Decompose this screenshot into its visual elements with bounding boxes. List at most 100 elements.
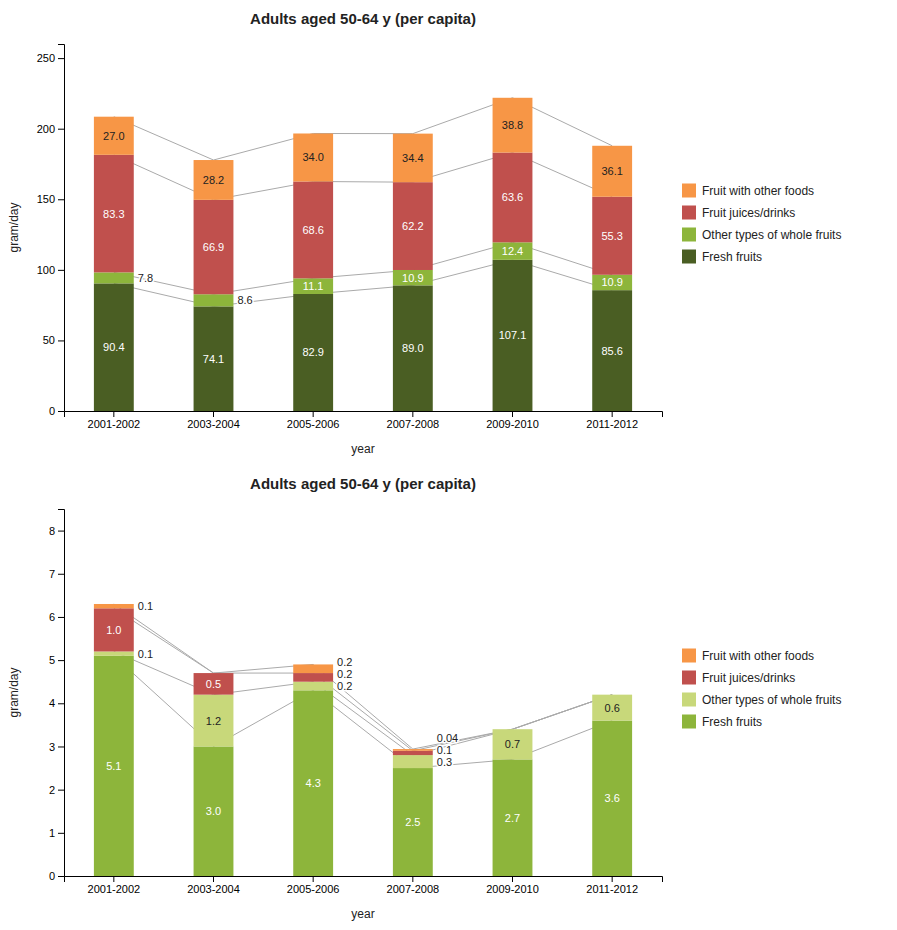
- legend-label: Fruit with other foods: [702, 649, 814, 663]
- marks: [94, 604, 632, 876]
- bar: [94, 608, 134, 651]
- data-label: 0.2: [337, 656, 352, 668]
- tick-mark: [58, 199, 64, 200]
- legend-swatch: [682, 693, 696, 707]
- y-tick: 100: [37, 264, 64, 276]
- tick-label: 4: [49, 697, 55, 709]
- bar: [293, 133, 333, 181]
- tick-label: 250: [37, 52, 55, 64]
- tick-label: 7: [49, 568, 55, 580]
- y-tick: 7: [49, 568, 64, 580]
- legend-swatch: [682, 649, 696, 663]
- tick-label: 200: [37, 123, 55, 135]
- data-label: 3.6: [605, 792, 620, 804]
- bar: [94, 651, 134, 655]
- legend-swatch: [682, 250, 696, 264]
- tick-label: 2009-2010: [486, 418, 539, 430]
- axis-line: [58, 45, 65, 412]
- tick-label: 6: [49, 611, 55, 623]
- bar: [94, 604, 134, 608]
- bar: [592, 146, 632, 197]
- tick-mark: [612, 411, 613, 417]
- legend-label: Fruit juices/drinks: [702, 206, 795, 220]
- legend-swatch: [682, 671, 696, 685]
- y-tick: 3: [49, 740, 64, 752]
- data-label: 0.2: [337, 680, 352, 692]
- legend-item: Fresh fruits: [682, 250, 762, 264]
- tick-mark: [58, 876, 64, 877]
- bar: [393, 755, 433, 768]
- y-axis: 050100150200250: [37, 45, 65, 418]
- tick-label: 100: [37, 264, 55, 276]
- bar: [293, 682, 333, 691]
- tick-mark: [412, 876, 413, 882]
- tick-mark: [113, 876, 114, 882]
- bar: [94, 283, 134, 411]
- x-tick: 2001-2002: [88, 411, 141, 430]
- bar: [393, 134, 433, 183]
- data-label: 10.9: [402, 272, 423, 284]
- y-tick: 50: [43, 334, 64, 346]
- x-tick: 2001-2002: [88, 876, 141, 895]
- segment-top-line: [114, 153, 612, 200]
- bar: [94, 155, 134, 273]
- x-tick: 2005-2006: [287, 876, 340, 895]
- tick-mark: [213, 876, 214, 882]
- bar: [194, 673, 234, 695]
- data-label: 74.1: [203, 353, 224, 365]
- bar: [493, 729, 533, 759]
- tick-mark: [58, 790, 64, 791]
- segment-top-line: [114, 98, 612, 160]
- data-label: 1.0: [106, 624, 121, 636]
- tick-label: 3: [49, 740, 55, 752]
- x-tick: 2011-2012: [586, 876, 638, 895]
- bar: [194, 294, 234, 306]
- chart-title: Adults aged 50-64 y (per capita): [250, 10, 476, 27]
- legend-item: Other types of whole fruits: [682, 693, 841, 707]
- y-tick: 250: [37, 52, 64, 64]
- chart-panel: 2001-20022003-20042005-20062007-20082009…: [7, 475, 841, 921]
- bar: [592, 694, 632, 695]
- x-tick: 2007-2008: [387, 876, 440, 895]
- bar: [194, 695, 234, 747]
- y-tick: 200: [37, 123, 64, 135]
- data-label: 68.6: [302, 224, 323, 236]
- bar: [493, 153, 533, 243]
- plot-area: 2001-20022003-20042005-20062007-20082009…: [37, 45, 663, 430]
- data-label: 34.4: [402, 152, 423, 164]
- data-labels: 5.11.00.10.13.01.20.54.30.20.20.22.50.30…: [106, 600, 620, 828]
- bar: [293, 278, 333, 294]
- data-label: 83.3: [103, 208, 124, 220]
- y-tick: 2: [49, 784, 64, 796]
- x-axis: 2001-20022003-20042005-20062007-20082009…: [65, 411, 663, 430]
- bar-series: [94, 260, 632, 411]
- x-axis: 2001-20022003-20042005-20062007-20082009…: [65, 876, 663, 895]
- legend-swatch: [682, 206, 696, 220]
- segment-top-line: [114, 608, 612, 750]
- data-labels: 90.483.327.07.874.166.928.28.682.911.168…: [103, 119, 623, 365]
- data-label: 4.3: [306, 777, 321, 789]
- bar: [592, 275, 632, 290]
- tick-mark: [58, 340, 64, 341]
- legend-swatch: [682, 715, 696, 729]
- data-label: 5.1: [106, 760, 121, 772]
- y-axis-title: gram/day: [7, 202, 21, 252]
- bar-series: [94, 604, 433, 751]
- data-label: 62.2: [402, 220, 423, 232]
- legend-item: Fruit juices/drinks: [682, 206, 795, 220]
- bar-series: [94, 651, 632, 768]
- data-label: 28.2: [203, 174, 224, 186]
- bar: [293, 181, 333, 278]
- tick-mark: [58, 58, 64, 59]
- data-label: 1.2: [206, 715, 221, 727]
- legend-label: Fresh fruits: [702, 715, 762, 729]
- bar: [393, 182, 433, 270]
- tick-label: 1: [49, 827, 55, 839]
- tick-mark: [58, 660, 64, 661]
- tick-label: 0: [49, 405, 55, 417]
- legend-item: Fresh fruits: [682, 715, 762, 729]
- data-label: 63.6: [502, 191, 523, 203]
- tick-label: 2005-2006: [287, 418, 340, 430]
- data-label: 12.4: [502, 245, 523, 257]
- data-label: 27.0: [103, 130, 124, 142]
